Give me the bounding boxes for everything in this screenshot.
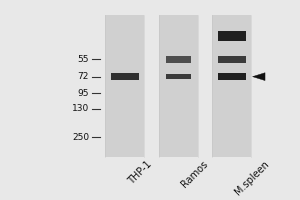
Text: 55: 55 (78, 55, 89, 64)
Text: M.spleen: M.spleen (233, 159, 271, 197)
Bar (159, 15, 198, 157)
Text: 250: 250 (72, 133, 89, 142)
Polygon shape (253, 73, 265, 81)
Bar (212, 15, 251, 157)
Text: THP-1: THP-1 (126, 159, 154, 186)
Text: 130: 130 (72, 104, 89, 113)
Text: Ramos: Ramos (180, 159, 210, 189)
Bar (218, 73, 246, 80)
Bar (218, 31, 246, 41)
Text: 95: 95 (78, 89, 89, 98)
Bar (166, 74, 191, 79)
Bar (218, 56, 246, 63)
Bar (111, 73, 139, 80)
Bar (105, 15, 144, 157)
Text: 72: 72 (78, 72, 89, 81)
Bar (166, 56, 191, 63)
